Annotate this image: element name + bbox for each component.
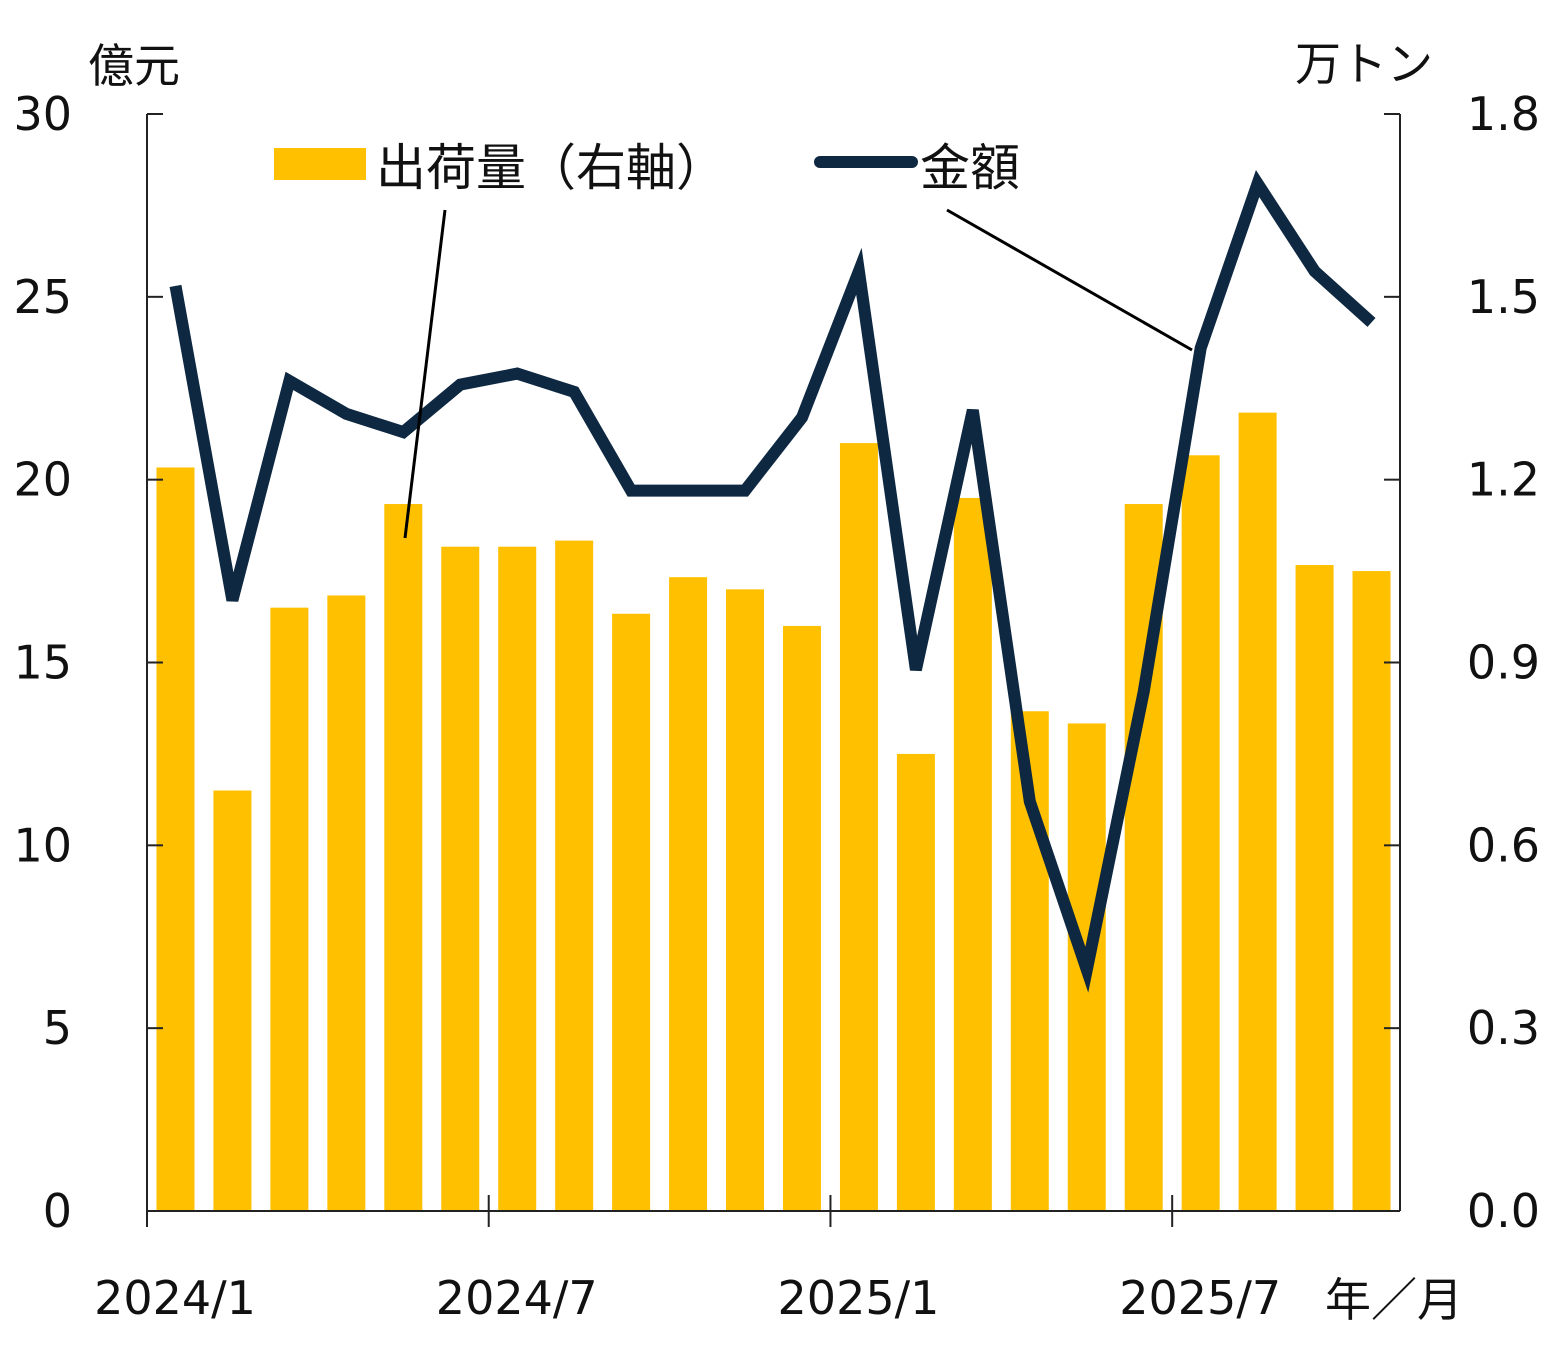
bar xyxy=(1295,564,1334,1211)
legend-label-shipments: 出荷量（右軸） xyxy=(376,139,726,197)
bar xyxy=(327,595,366,1211)
right-tick-label: 1.2 xyxy=(1467,453,1540,507)
x-tick-label: 2025/1 xyxy=(778,1271,940,1325)
bar xyxy=(669,577,708,1211)
bar xyxy=(782,625,821,1211)
callout-line-shipments xyxy=(403,209,447,539)
x-tick-label: 2024/1 xyxy=(94,1271,256,1325)
left-tick-label: 30 xyxy=(13,87,72,141)
line-series-amount xyxy=(169,169,1376,993)
callout-line-amount xyxy=(946,208,1193,352)
right-axis-unit: 万トン xyxy=(1295,37,1433,91)
left-tick-label: 20 xyxy=(13,453,72,507)
bar xyxy=(498,546,537,1211)
bar xyxy=(953,497,992,1211)
bar xyxy=(1181,455,1220,1211)
bar xyxy=(1238,412,1277,1211)
right-tick-label: 0.3 xyxy=(1467,1001,1540,1055)
left-tick-label: 15 xyxy=(13,636,72,690)
legend-label-amount: 金額 xyxy=(920,139,1020,197)
left-tick-label: 10 xyxy=(13,818,72,872)
right-tick-label: 1.8 xyxy=(1467,87,1540,141)
bar xyxy=(270,607,309,1211)
bar xyxy=(612,613,651,1211)
bar xyxy=(441,546,480,1211)
bar xyxy=(555,540,594,1211)
bar xyxy=(839,443,878,1212)
left-axis-unit: 億元 xyxy=(88,39,180,93)
bar-series xyxy=(156,412,1391,1212)
right-tick-label: 0.0 xyxy=(1467,1184,1540,1238)
right-tick-label: 0.9 xyxy=(1467,636,1540,690)
bar xyxy=(1352,571,1391,1211)
bar xyxy=(384,504,423,1211)
left-tick-label: 0 xyxy=(43,1184,72,1238)
x-axis-unit: 年／月 xyxy=(1325,1273,1463,1327)
legend-swatch-shipments xyxy=(274,148,366,180)
bar xyxy=(156,467,195,1211)
x-tick-label: 2024/7 xyxy=(436,1271,598,1325)
bar xyxy=(896,753,935,1211)
bar xyxy=(726,589,765,1211)
x-tick-label: 2025/7 xyxy=(1119,1271,1281,1325)
tick-labels: 0 5 10 15 20 25 30 0.0 0.3 0.6 0.9 1.2 1.5 1.8 2024/1 2… xyxy=(13,87,1540,1325)
axes xyxy=(146,113,1401,1227)
right-tick-label: 0.6 xyxy=(1467,818,1540,872)
left-tick-label: 5 xyxy=(43,1001,72,1055)
right-tick-label: 1.5 xyxy=(1467,270,1540,324)
left-tick-label: 25 xyxy=(13,270,72,324)
bar xyxy=(213,790,252,1211)
